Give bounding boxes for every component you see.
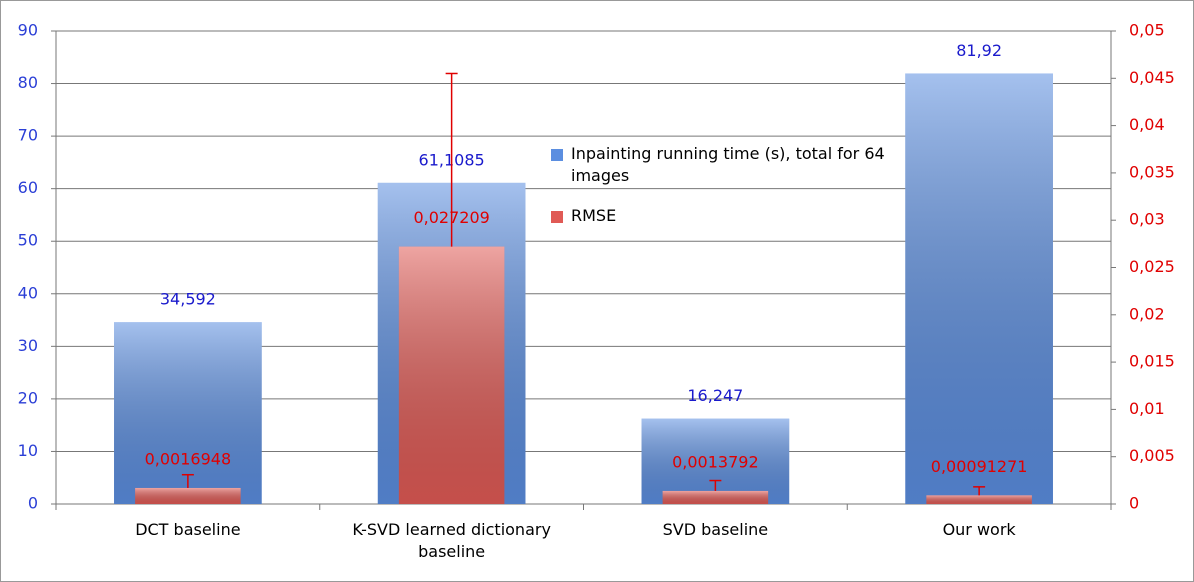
y-tick-label: 0 bbox=[28, 494, 38, 513]
y2-tick-label: 0,025 bbox=[1129, 257, 1175, 276]
y-tick-label: 90 bbox=[18, 21, 38, 40]
y2-tick-label: 0,015 bbox=[1129, 352, 1175, 371]
y-tick-label: 80 bbox=[18, 73, 38, 92]
value-label: 0,027209 bbox=[413, 208, 489, 227]
bar-shine bbox=[905, 73, 1053, 504]
error-bar bbox=[709, 479, 722, 491]
y-tick-label: 60 bbox=[18, 178, 38, 197]
y2-tick-label: 0 bbox=[1129, 494, 1139, 513]
bar-shine bbox=[135, 487, 241, 504]
y2-tick-label: 0,035 bbox=[1129, 162, 1175, 181]
legend: Inpainting running time (s), total for 6… bbox=[551, 143, 911, 245]
legend-item: Inpainting running time (s), total for 6… bbox=[551, 143, 911, 187]
y-tick-label: 40 bbox=[18, 283, 38, 302]
value-label: 81,92 bbox=[956, 41, 1002, 60]
y2-tick-label: 0,005 bbox=[1129, 446, 1175, 465]
bar-shine bbox=[114, 322, 262, 504]
legend-item: RMSE bbox=[551, 205, 911, 227]
y2-tick-label: 0,01 bbox=[1129, 399, 1165, 418]
value-label: 16,247 bbox=[687, 386, 743, 405]
legend-swatch bbox=[551, 211, 563, 223]
x-tick-label: K-SVD learned dictionary baseline bbox=[352, 520, 551, 561]
bar-shine bbox=[398, 246, 505, 505]
y-tick-label: 10 bbox=[18, 441, 38, 460]
y-tick-label: 30 bbox=[18, 336, 38, 355]
y-tick-label: 50 bbox=[18, 231, 38, 250]
x-tick-label: DCT baseline bbox=[135, 520, 241, 539]
y2-tick-label: 0,045 bbox=[1129, 68, 1175, 87]
value-label: 0,00091271 bbox=[931, 457, 1028, 476]
y2-tick-label: 0,02 bbox=[1129, 304, 1165, 323]
y-tick-label: 70 bbox=[18, 126, 38, 145]
x-tick-label: SVD baseline bbox=[662, 520, 769, 539]
y-tick-label: 20 bbox=[18, 388, 38, 407]
error-bar bbox=[181, 473, 194, 488]
y2-tick-label: 0,05 bbox=[1129, 21, 1165, 40]
error-bar bbox=[445, 72, 458, 247]
x-tick-label: Our work bbox=[942, 520, 1016, 539]
error-bar bbox=[973, 486, 986, 496]
legend-label: Inpainting running time (s), total for 6… bbox=[571, 144, 885, 185]
y2-tick-label: 0,03 bbox=[1129, 210, 1165, 229]
legend-swatch bbox=[551, 149, 563, 161]
bar-shine bbox=[926, 495, 1032, 504]
bar-shine bbox=[662, 490, 769, 504]
y2-tick-label: 0,04 bbox=[1129, 115, 1165, 134]
value-label: 0,0016948 bbox=[145, 449, 232, 468]
legend-label: RMSE bbox=[571, 206, 617, 225]
value-label: 0,0013792 bbox=[672, 452, 759, 471]
value-label: 34,592 bbox=[160, 290, 216, 309]
